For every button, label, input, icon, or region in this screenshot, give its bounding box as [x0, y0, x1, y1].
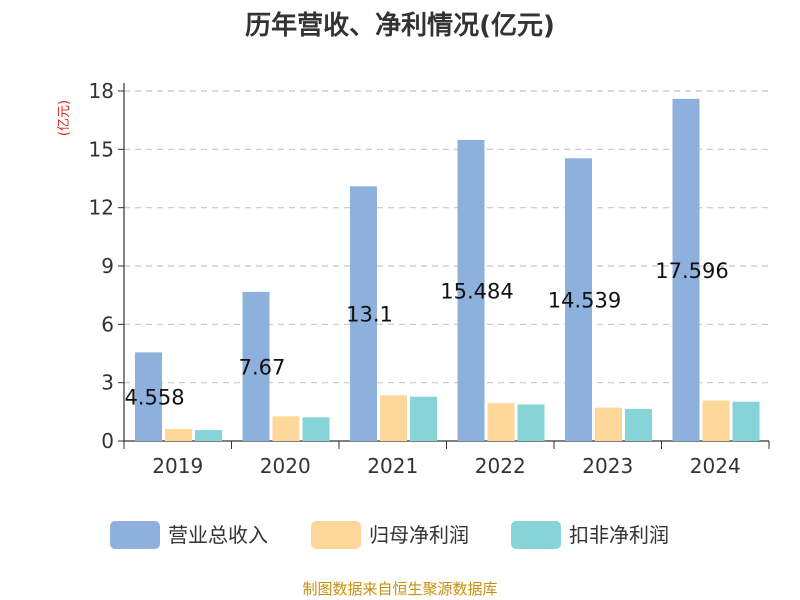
bar [410, 396, 437, 441]
gridlines [124, 90, 769, 384]
bar [732, 401, 760, 441]
bar [135, 352, 162, 441]
legend-swatch [311, 521, 361, 549]
bar-value-label: 17.596 [655, 259, 728, 283]
bar-value-label: 13.1 [346, 303, 393, 327]
bars [135, 98, 760, 441]
legend-swatch [110, 521, 160, 549]
x-tick-label: 2022 [475, 454, 526, 478]
y-axis-label: (亿元) [57, 100, 72, 136]
bar-value-label: 15.484 [440, 279, 513, 303]
legend-swatch [511, 521, 561, 549]
y-tick-label: 0 [101, 429, 114, 453]
y-tick-label: 18 [89, 79, 114, 103]
y-tick-label: 12 [89, 196, 114, 220]
bar [517, 404, 545, 441]
y-tick-label: 15 [89, 137, 114, 161]
y-tick-label: 9 [101, 254, 114, 278]
chart-title: 历年营收、净利情况(亿元) [245, 10, 555, 41]
y-tick-label: 6 [101, 312, 114, 336]
legend[interactable]: 营业总收入 归母净利润 扣非净利润 [110, 521, 669, 549]
legend-label: 归母净利润 [369, 523, 469, 547]
bar [272, 416, 300, 441]
legend-label: 营业总收入 [168, 523, 268, 547]
bar [165, 428, 192, 441]
legend-item[interactable]: 营业总收入 [110, 521, 268, 549]
bar [457, 139, 485, 441]
x-tick-label: 2019 [152, 454, 203, 478]
bar [672, 98, 700, 441]
bar [565, 158, 592, 441]
bar [302, 417, 330, 441]
bar-value-label: 7.67 [239, 355, 286, 379]
bar-value-label: 4.558 [124, 386, 184, 410]
legend-label: 扣非净利润 [569, 523, 669, 547]
x-tick-label: 2024 [690, 454, 741, 478]
bar [380, 395, 407, 441]
bar [625, 408, 652, 441]
legend-item[interactable]: 归母净利润 [311, 521, 469, 549]
data-labels: 4.558 7.67 13.1 15.484 14.539 17.596 [124, 259, 728, 410]
axes: 0 3 6 9 12 15 18 2019 2020 2021 2022 2023 2024 [89, 79, 770, 478]
x-tick-label: 2020 [260, 454, 311, 478]
bar [242, 291, 270, 441]
bar [195, 430, 222, 441]
y-tick-label: 3 [101, 371, 114, 395]
source-note: 制图数据来自恒生聚源数据库 [302, 580, 497, 598]
x-tick-label: 2023 [582, 454, 633, 478]
bar [487, 403, 515, 441]
legend-item[interactable]: 扣非净利润 [511, 521, 669, 549]
bar [595, 407, 622, 441]
bar [702, 400, 730, 441]
x-tick-label: 2021 [367, 454, 418, 478]
bar-value-label: 14.539 [548, 289, 621, 313]
bar [350, 186, 377, 441]
